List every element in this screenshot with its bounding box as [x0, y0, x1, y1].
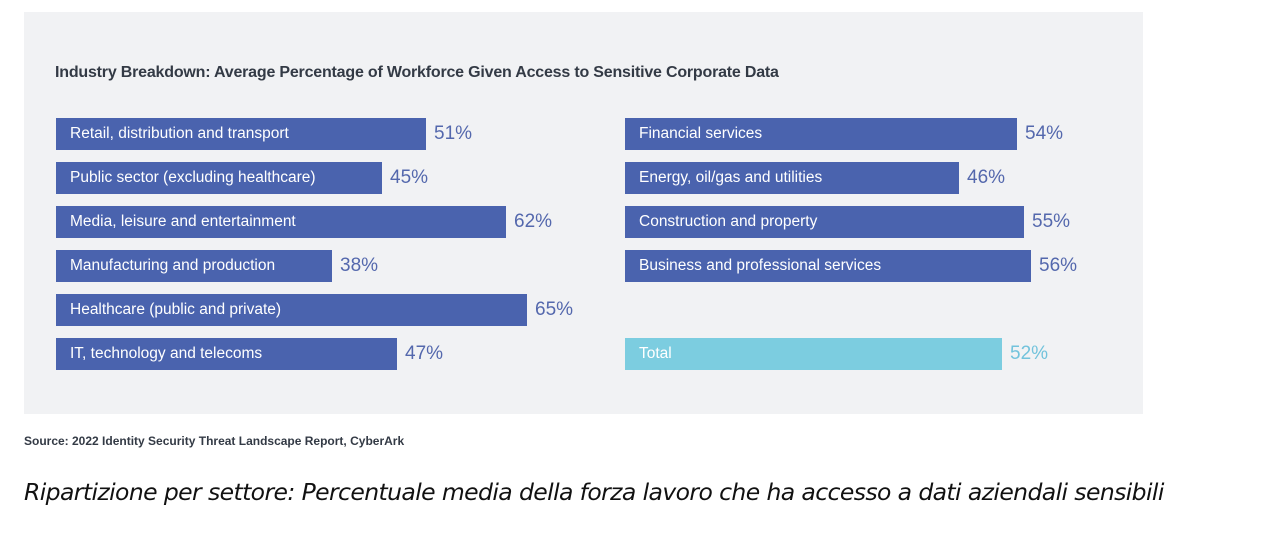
bar-label: Construction and property [639, 213, 818, 230]
bar-label: Business and professional services [639, 257, 882, 274]
bar-0-3: Manufacturing and production [56, 250, 332, 282]
chart-title: Industry Breakdown: Average Percentage o… [55, 64, 779, 81]
bar-value-label: 54% [1025, 123, 1064, 144]
bar-label: Media, leisure and entertainment [70, 213, 296, 230]
bar-value-label: 56% [1039, 255, 1078, 276]
bar-value-label: 46% [967, 167, 1006, 188]
bar-label: Total [639, 345, 672, 362]
bar-0-4: Healthcare (public and private) [56, 294, 527, 326]
bar-0-5: IT, technology and telecoms [56, 338, 397, 370]
bar-1-1: Energy, oil/gas and utilities [625, 162, 959, 194]
bar-value-label: 38% [340, 255, 379, 276]
bar-0-1: Public sector (excluding healthcare) [56, 162, 382, 194]
bar-total-total: Total [625, 338, 1002, 370]
bar-value-label: 52% [1010, 343, 1049, 364]
bar-value-label: 55% [1032, 211, 1071, 232]
bar-label: Financial services [639, 125, 763, 142]
bar-1-0: Financial services [625, 118, 1017, 150]
bar-0-0: Retail, distribution and transport [56, 118, 426, 150]
bar-label: Energy, oil/gas and utilities [639, 169, 823, 186]
bar-1-2: Construction and property [625, 206, 1024, 238]
bar-value-label: 62% [514, 211, 553, 232]
bar-label: IT, technology and telecoms [70, 345, 263, 362]
bar-value-label: 51% [434, 123, 473, 144]
bar-value-label: 45% [390, 167, 429, 188]
bar-label: Manufacturing and production [70, 257, 276, 274]
bar-label: Healthcare (public and private) [70, 301, 282, 318]
bar-value-label: 65% [535, 299, 574, 320]
caption: Ripartizione per settore: Percentuale me… [24, 478, 1164, 506]
bar-1-3: Business and professional services [625, 250, 1031, 282]
bar-0-2: Media, leisure and entertainment [56, 206, 506, 238]
bar-label: Public sector (excluding healthcare) [70, 169, 316, 186]
source-note: Source: 2022 Identity Security Threat La… [24, 434, 405, 448]
bar-value-label: 47% [405, 343, 444, 364]
bar-label: Retail, distribution and transport [70, 125, 289, 142]
